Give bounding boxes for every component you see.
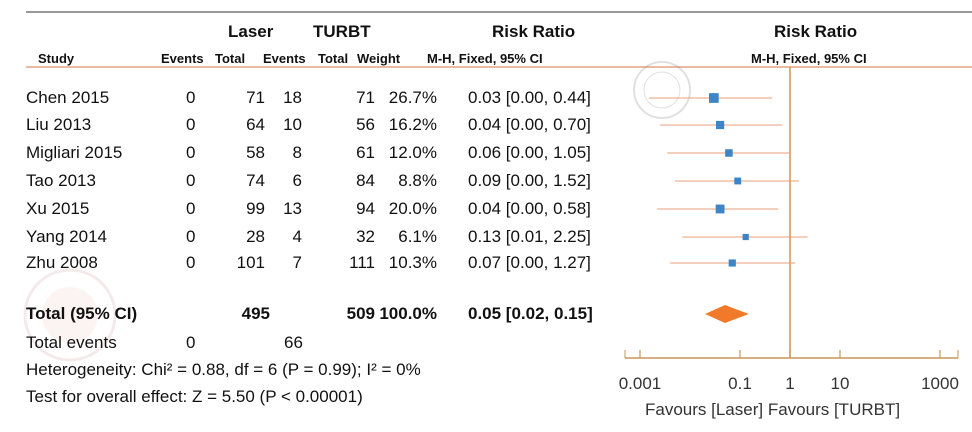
total-n1: 495	[241, 304, 270, 323]
total-events-1: 0	[186, 333, 196, 352]
study-n2: 61	[356, 143, 375, 162]
study-e2: 13	[283, 199, 302, 218]
study-name: Liu 2013	[26, 115, 92, 134]
study-name: Zhu 2008	[26, 253, 98, 272]
point-estimate-square	[715, 120, 725, 130]
study-header: Study	[38, 51, 75, 66]
study-weight: 20.0%	[388, 199, 437, 218]
study-ci-text: 0.07 [0.00, 1.27]	[468, 253, 591, 272]
study-ci-text: 0.04 [0.00, 0.58]	[468, 199, 591, 218]
study-e2: 6	[292, 171, 302, 190]
study-ci-text: 0.06 [0.00, 1.05]	[468, 143, 591, 162]
rr-header-right: Risk Ratio	[774, 22, 858, 41]
study-ci-text: 0.09 [0.00, 1.52]	[468, 171, 591, 190]
study-n1: 74	[246, 171, 265, 190]
total-events-2: 66	[284, 333, 303, 352]
total2-header: Total	[318, 51, 349, 66]
point-estimate-square	[742, 233, 749, 241]
study-name: Migliari 2015	[26, 143, 123, 162]
events1-header: Events	[161, 51, 204, 66]
events2-header: Events	[263, 51, 306, 66]
study-ci-text: 0.03 [0.00, 0.44]	[468, 88, 591, 107]
study-e1: 0	[186, 143, 196, 162]
x-tick-label: 1	[785, 374, 795, 393]
study-e2: 8	[292, 143, 302, 162]
study-weight: 8.8%	[398, 171, 437, 190]
study-n2: 71	[356, 88, 375, 107]
overall-test: Test for overall effect: Z = 5.50 (P < 0…	[26, 387, 363, 406]
study-weight: 10.3%	[388, 253, 437, 272]
total-n2: 509	[346, 304, 375, 323]
study-n1: 28	[246, 227, 265, 246]
point-estimate-square	[715, 204, 725, 214]
study-weight: 12.0%	[388, 143, 437, 162]
point-estimate-square	[734, 177, 742, 185]
x-tick-label: 0.1	[728, 374, 752, 393]
point-estimate-square	[708, 93, 719, 103]
favours-label: Favours [Laser] Favours [TURBT]	[645, 400, 901, 419]
group1-header: Laser	[228, 22, 274, 41]
pooled-diamond	[705, 305, 749, 323]
seal-watermark-left	[23, 268, 117, 362]
study-e1: 0	[186, 253, 196, 272]
study-n2: 56	[356, 115, 375, 134]
study-n2: 32	[356, 227, 375, 246]
seal-watermark	[633, 61, 691, 119]
x-tick-label: 1000	[921, 374, 959, 393]
study-e1: 0	[186, 199, 196, 218]
study-e2: 10	[283, 115, 302, 134]
point-estimate-square	[728, 259, 736, 267]
rr-header-left: Risk Ratio	[492, 22, 576, 41]
total-label: Total (95% CI)	[26, 304, 138, 323]
study-weight: 16.2%	[388, 115, 437, 134]
study-weight: 26.7%	[388, 88, 437, 107]
total-ci: 0.05 [0.02, 0.15]	[468, 304, 593, 323]
study-n2: 84	[356, 171, 375, 190]
weight-header: Weight	[357, 51, 401, 66]
total1-header: Total	[215, 51, 246, 66]
study-n1: 99	[246, 199, 265, 218]
study-ci-text: 0.13 [0.01, 2.25]	[468, 227, 591, 246]
study-name: Yang 2014	[26, 227, 107, 246]
x-tick-label: 0.001	[618, 374, 662, 393]
x-tick-label: 10	[830, 374, 850, 393]
study-e1: 0	[186, 227, 196, 246]
study-e2: 18	[283, 88, 302, 107]
study-n1: 101	[236, 253, 265, 272]
method-header-left: M-H, Fixed, 95% CI	[427, 51, 543, 66]
heterogeneity: Heterogeneity: Chi² = 0.88, df = 6 (P = …	[26, 360, 421, 379]
study-n2: 94	[356, 199, 375, 218]
study-n2: 111	[349, 253, 375, 272]
study-ci-text: 0.04 [0.00, 0.70]	[468, 115, 591, 134]
study-e2: 4	[292, 227, 302, 246]
point-estimate-square	[725, 149, 733, 157]
study-e1: 0	[186, 115, 196, 134]
study-n1: 58	[246, 143, 265, 162]
study-e2: 7	[292, 253, 302, 272]
study-weight: 6.1%	[398, 227, 437, 246]
study-name: Chen 2015	[26, 88, 110, 107]
study-e1: 0	[186, 171, 196, 190]
study-name: Xu 2015	[26, 199, 90, 218]
group2-header: TURBT	[313, 22, 371, 41]
study-n1: 71	[246, 88, 265, 107]
total-events-label: Total events	[26, 333, 117, 352]
total-weight: 100.0%	[379, 304, 437, 323]
study-n1: 64	[246, 115, 265, 134]
study-e1: 0	[186, 88, 196, 107]
method-header-right: M-H, Fixed, 95% CI	[751, 51, 867, 66]
study-name: Tao 2013	[26, 171, 96, 190]
